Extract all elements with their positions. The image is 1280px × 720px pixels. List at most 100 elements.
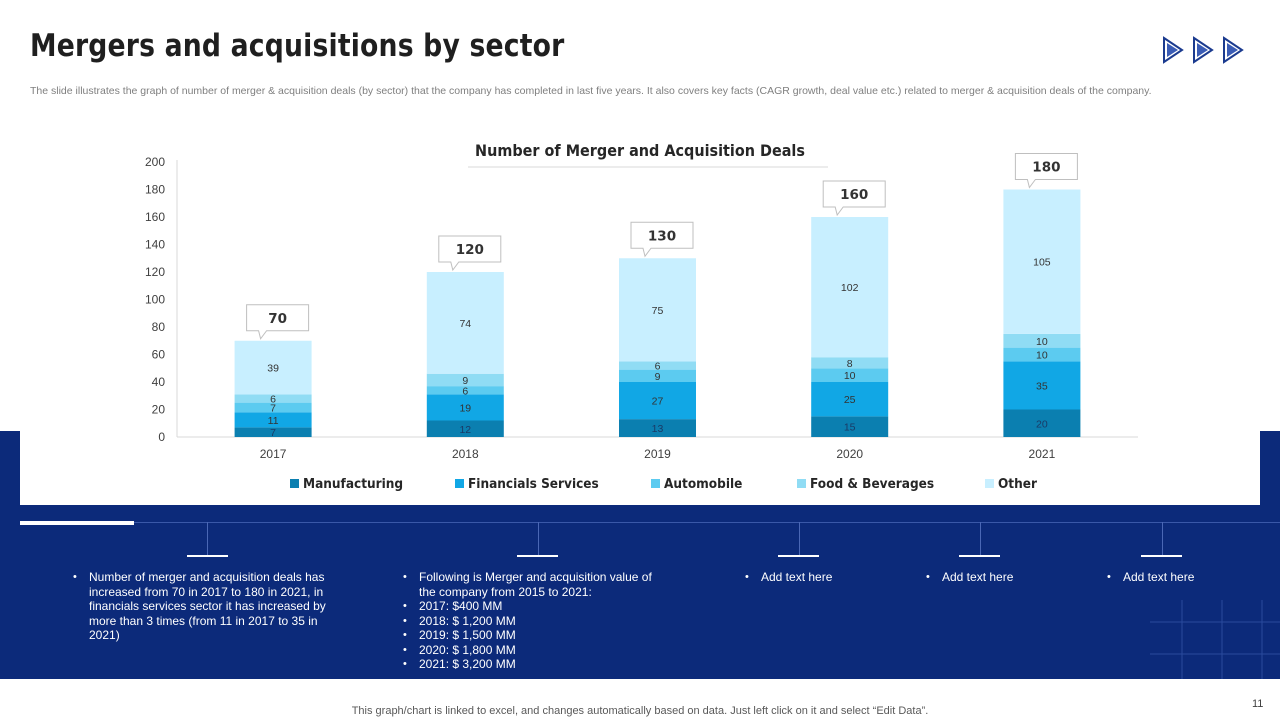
y-tick-label: 40 [152, 375, 166, 389]
legend-label: Food & Beverages [810, 476, 934, 492]
bar-segment [619, 382, 696, 420]
y-tick-label: 60 [152, 348, 166, 362]
timeline-accent-bar [20, 521, 134, 525]
bar-segment [811, 416, 889, 437]
total-callout [246, 304, 310, 340]
legend-label: Financials Services [468, 476, 599, 492]
legend-swatch [651, 479, 660, 488]
stacked-bar-chart[interactable]: 0 20 40 60 80 100 120 140 160 180 200 Number of Mer… [20, 130, 1260, 505]
x-tick-label: 2018 [452, 447, 479, 461]
total-callout [1014, 153, 1078, 189]
chart-title: Number of Merger and Acquisition Deals [475, 141, 805, 160]
bar-segment [234, 427, 312, 437]
bar-segment [234, 394, 312, 403]
data-label: 75 [652, 305, 664, 317]
y-tick-label: 200 [145, 155, 165, 169]
bar-segment [1003, 347, 1081, 362]
data-label: 12 [459, 424, 471, 436]
y-tick-label: 20 [152, 403, 166, 417]
note-1: Number of merger and acquisition deals h… [71, 570, 341, 643]
bar-segment [426, 420, 504, 437]
bar-segment [619, 369, 696, 382]
footer-note: This graph/chart is linked to excel, and… [351, 705, 929, 717]
x-tick-label: 2021 [1029, 447, 1056, 461]
data-label: 10 [1036, 336, 1048, 348]
connector-3 [799, 522, 800, 556]
x-tick-label: 2020 [836, 447, 863, 461]
bar-segment [811, 217, 889, 358]
note-2-value-2020: 2020: $ 1,800 MM [401, 643, 671, 658]
legend-label: Other [998, 476, 1038, 492]
data-label: 11 [268, 415, 279, 427]
connector-tick-5 [1141, 555, 1182, 557]
note-5[interactable]: Add text here [1105, 570, 1225, 585]
note-4-text[interactable]: Add text here [924, 570, 1044, 585]
legend-label: Automobile [664, 476, 743, 492]
legend-swatch [455, 479, 464, 488]
note-1-text: Number of merger and acquisition deals h… [71, 570, 341, 643]
note-3-text[interactable]: Add text here [743, 570, 863, 585]
note-2: Following is Merger and acquisition valu… [401, 570, 671, 672]
data-label: 9 [655, 371, 661, 383]
total-label: 120 [456, 242, 484, 258]
band-grid-decoration [1150, 600, 1280, 679]
y-tick-label: 0 [158, 430, 165, 444]
legend-swatch [290, 479, 299, 488]
data-label: 13 [652, 423, 664, 435]
data-label: 15 [844, 422, 856, 434]
data-label: 7 [270, 402, 276, 414]
total-label: 70 [268, 311, 287, 327]
connector-tick-2 [517, 555, 558, 557]
data-label: 6 [655, 361, 661, 373]
data-label: 102 [841, 282, 859, 294]
y-tick-label: 160 [145, 210, 165, 224]
bar-segment [619, 361, 696, 370]
bar-segment [426, 394, 504, 421]
connector-tick-1 [187, 555, 228, 557]
note-2-value-2018: 2018: $ 1,200 MM [401, 614, 671, 629]
data-label: 10 [844, 370, 856, 382]
connector-1 [207, 522, 208, 556]
bar-segment [619, 419, 696, 437]
data-label: 74 [459, 318, 471, 330]
bar-segment [1003, 333, 1081, 348]
total-callout [822, 180, 886, 217]
y-tick-label: 180 [145, 183, 165, 197]
note-2-value-2021: 2021: $ 3,200 MM [401, 657, 671, 672]
bar-segment [234, 340, 312, 395]
data-label: 19 [459, 402, 471, 414]
data-label: 27 [652, 396, 664, 408]
legend-label: Manufacturing [303, 476, 403, 492]
slide-subtitle: The slide illustrates the graph of numbe… [30, 85, 1152, 97]
data-label: 7 [270, 427, 276, 439]
bar-segment [1003, 189, 1081, 334]
bar-segment [234, 402, 312, 413]
bar-segment [811, 357, 889, 369]
bar-segment [619, 258, 696, 362]
x-tick-label: 2019 [644, 447, 671, 461]
chart-card: 0 20 40 60 80 100 120 140 160 180 200 Number of Mer… [20, 130, 1260, 505]
connector-tick-4 [959, 555, 1000, 557]
note-3[interactable]: Add text here [743, 570, 863, 585]
y-tick-label: 120 [145, 265, 165, 279]
data-label: 35 [1036, 380, 1048, 392]
bar-segment [1003, 361, 1081, 410]
data-label: 10 [1036, 350, 1048, 362]
data-label: 20 [1036, 418, 1048, 430]
bar-segment [811, 382, 889, 417]
note-2-value-2017: 2017: $400 MM [401, 599, 671, 614]
note-2-text: Following is Merger and acquisition valu… [401, 570, 671, 599]
note-5-text[interactable]: Add text here [1105, 570, 1225, 585]
connector-4 [980, 522, 981, 556]
data-label: 25 [844, 394, 856, 406]
bar-segment [426, 373, 504, 387]
legend-swatch [797, 479, 806, 488]
data-label: 6 [462, 385, 468, 397]
data-label: 9 [462, 375, 468, 387]
page-number: 11 [1252, 698, 1264, 710]
bar-segment [234, 412, 312, 428]
total-label: 130 [648, 228, 676, 244]
bar-segment [811, 368, 889, 382]
note-4[interactable]: Add text here [924, 570, 1044, 585]
total-label: 180 [1032, 160, 1060, 176]
